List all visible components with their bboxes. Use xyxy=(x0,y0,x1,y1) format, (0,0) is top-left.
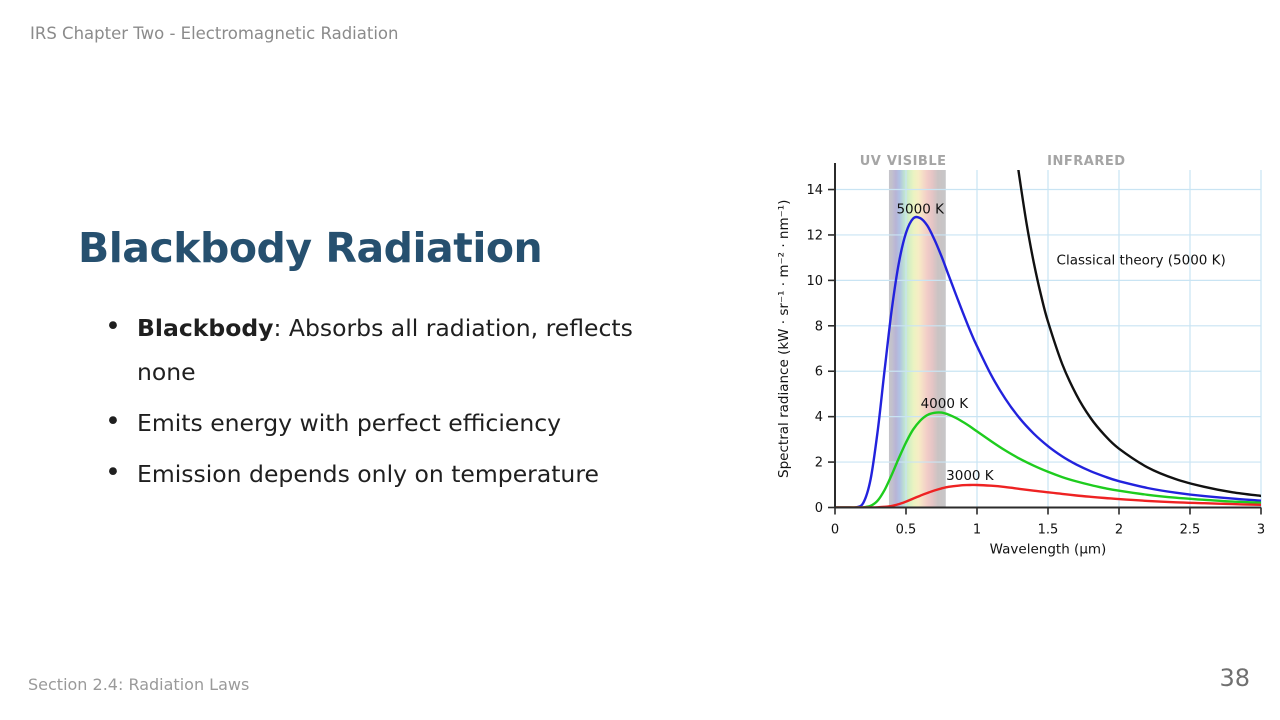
bullet-list: Blackbody: Absorbs all radiation, reflec… xyxy=(104,305,676,503)
bullet-term: Blackbody xyxy=(137,314,274,342)
x-tick-label: 0 xyxy=(831,523,839,538)
region-label: INFRARED xyxy=(1047,154,1125,169)
region-label: UV xyxy=(860,154,882,169)
bullet-text: : Absorbs all radiation, reflects none xyxy=(137,314,633,386)
curve-label: Classical theory (5000 K) xyxy=(1057,252,1226,268)
bullet-item: Blackbody: Absorbs all radiation, reflec… xyxy=(104,305,676,394)
slide-footer-text: Section 2.4: Radiation Laws xyxy=(28,675,250,694)
curve-5000-k xyxy=(835,215,1261,508)
x-tick-label: 1.5 xyxy=(1038,523,1059,538)
y-tick-label: 4 xyxy=(815,410,823,425)
curve-4000-k xyxy=(835,411,1261,508)
curve-label: 4000 K xyxy=(921,396,970,412)
y-tick-label: 0 xyxy=(815,501,823,516)
curve-classical-theory-5000-k- xyxy=(1017,170,1261,498)
curve-label: 3000 K xyxy=(946,468,995,484)
x-tick-label: 2.5 xyxy=(1180,523,1201,538)
y-tick-label: 14 xyxy=(806,183,823,198)
y-tick-label: 12 xyxy=(806,228,823,243)
y-axis-label: Spectral radiance (kW · sr⁻¹ · m⁻² · nm⁻… xyxy=(776,200,792,478)
page-title: Blackbody Radiation xyxy=(78,224,543,272)
region-label: VISIBLE xyxy=(887,154,947,169)
x-tick-label: 2 xyxy=(1115,523,1123,538)
y-tick-label: 10 xyxy=(806,274,823,289)
bullet-item: Emits energy with perfect efficiency xyxy=(104,400,676,445)
tick-marks xyxy=(828,188,1262,515)
x-tick-label: 3 xyxy=(1257,523,1265,538)
blackbody-chart-svg: 0 2 4 6 8 10 12 14 0 0.5 1 1.5 2 2.5 3 Wavelength (μm) S… xyxy=(776,154,1265,558)
y-tick-label: 2 xyxy=(815,456,823,471)
visible-spectrum-band xyxy=(888,170,946,508)
bullet-text: Emits energy with perfect efficiency xyxy=(137,409,562,437)
curve-label: 5000 K xyxy=(896,201,945,217)
y-tick-label: 8 xyxy=(815,319,823,334)
bullet-item: Emission depends only on temperature xyxy=(104,451,676,496)
page-number: 38 xyxy=(1219,664,1250,692)
x-axis-label: Wavelength (μm) xyxy=(990,542,1107,558)
x-tick-label: 1 xyxy=(973,523,981,538)
bullet-text: Emission depends only on temperature xyxy=(137,460,599,488)
y-tick-label: 6 xyxy=(815,365,823,380)
x-tick-label: 0.5 xyxy=(896,523,917,538)
slide-header-text: IRS Chapter Two - Electromagnetic Radiat… xyxy=(30,24,399,43)
